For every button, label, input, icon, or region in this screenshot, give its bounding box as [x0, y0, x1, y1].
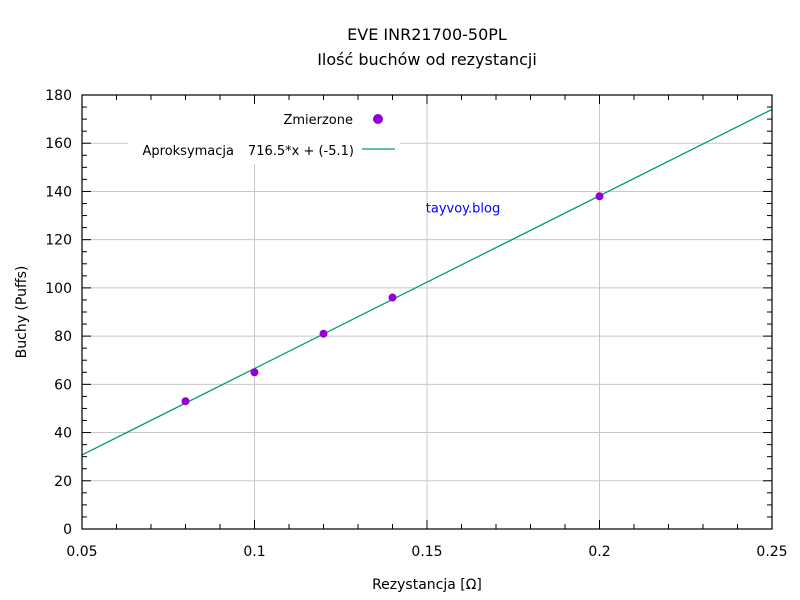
data-point [250, 368, 259, 377]
x-tick-label: 0.15 [411, 544, 442, 560]
y-tick-label: 0 [63, 522, 72, 538]
x-tick-label: 0.25 [756, 544, 787, 560]
chart-title: EVE INR21700-50PL [347, 25, 507, 44]
legend-background [128, 104, 400, 164]
y-tick-label: 40 [54, 426, 72, 442]
legend-marker-zmierzone [373, 114, 383, 124]
y-tick-label: 20 [54, 474, 72, 490]
x-tick-label: 0.05 [66, 544, 97, 560]
y-tick-label: 140 [45, 184, 72, 200]
x-axis-label: Rezystancja [Ω] [372, 577, 482, 593]
x-tick-label: 0.2 [588, 544, 610, 560]
y-tick-label: 180 [45, 88, 72, 104]
data-point [595, 192, 604, 201]
y-tick-label: 120 [45, 233, 72, 249]
x-tick-label: 0.1 [243, 544, 265, 560]
y-axis-label: Buchy (Puffs) [14, 266, 30, 359]
data-point [319, 329, 328, 338]
fit-line [81, 108, 773, 456]
chart-subtitle: Ilość buchów od rezystancji [317, 50, 537, 69]
legend-formula: 716.5*x + (-5.1) [248, 144, 354, 159]
legend-label-zmierzone: Zmierzone [283, 113, 353, 128]
y-tick-label: 80 [54, 329, 72, 345]
data-point [388, 293, 397, 302]
watermark-annotation: tayvoy.blog [426, 201, 500, 216]
y-tick-label: 60 [54, 377, 72, 393]
legend-label-aproksymacja: Aproksymacja [142, 144, 234, 159]
data-point [181, 397, 190, 406]
y-tick-label: 160 [45, 136, 72, 152]
y-tick-label: 100 [45, 281, 72, 297]
